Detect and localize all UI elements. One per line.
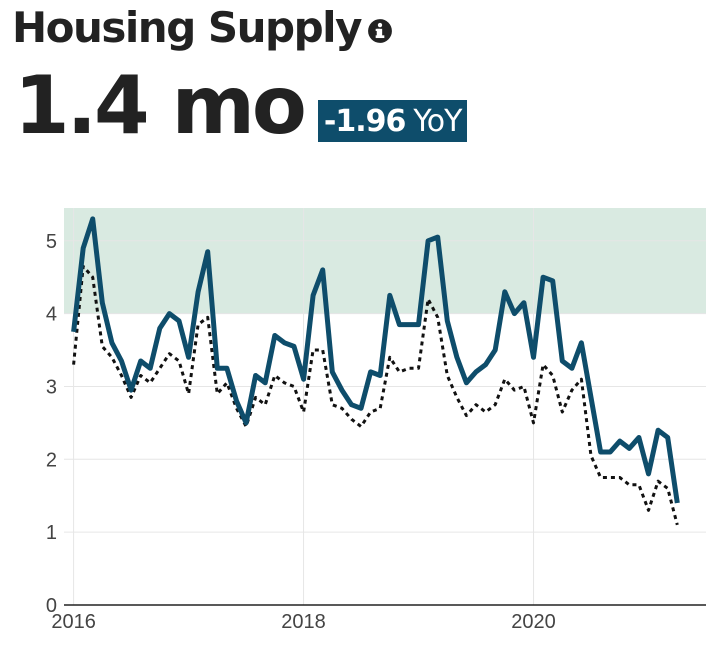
title-row: Housing Supply — [12, 2, 393, 54]
delta-value: -1.96 — [323, 103, 406, 139]
y-tick-label: 2 — [46, 449, 57, 471]
info-circle-icon[interactable] — [367, 18, 393, 44]
y-tick-label: 4 — [46, 304, 57, 326]
y-tick-label: 5 — [46, 231, 57, 253]
band-layer — [64, 208, 706, 314]
y-tick-label: 3 — [46, 376, 57, 398]
grid-layer — [64, 208, 706, 605]
primary-series-line — [71, 216, 680, 504]
comparison-series-line — [72, 264, 679, 526]
yoy-delta-badge: -1.96 YoY — [317, 100, 468, 142]
delta-unit: YoY — [413, 103, 462, 139]
x-tick-label: 2016 — [51, 611, 96, 633]
x-tick-label: 2020 — [511, 611, 556, 633]
value-row: 1.4 mo -1.96 YoY — [14, 59, 468, 152]
chart-title: Housing Supply — [12, 3, 362, 52]
current-value: 1.4 mo — [14, 59, 307, 152]
axis-layer: 0 1 2 3 4 5 2016 2018 2020 — [46, 231, 706, 633]
x-tick-label: 2018 — [281, 611, 326, 633]
line-layer — [71, 216, 680, 526]
y-tick-label: 1 — [46, 522, 57, 544]
target-band — [64, 208, 706, 314]
y-tick-label: 0 — [46, 595, 57, 617]
